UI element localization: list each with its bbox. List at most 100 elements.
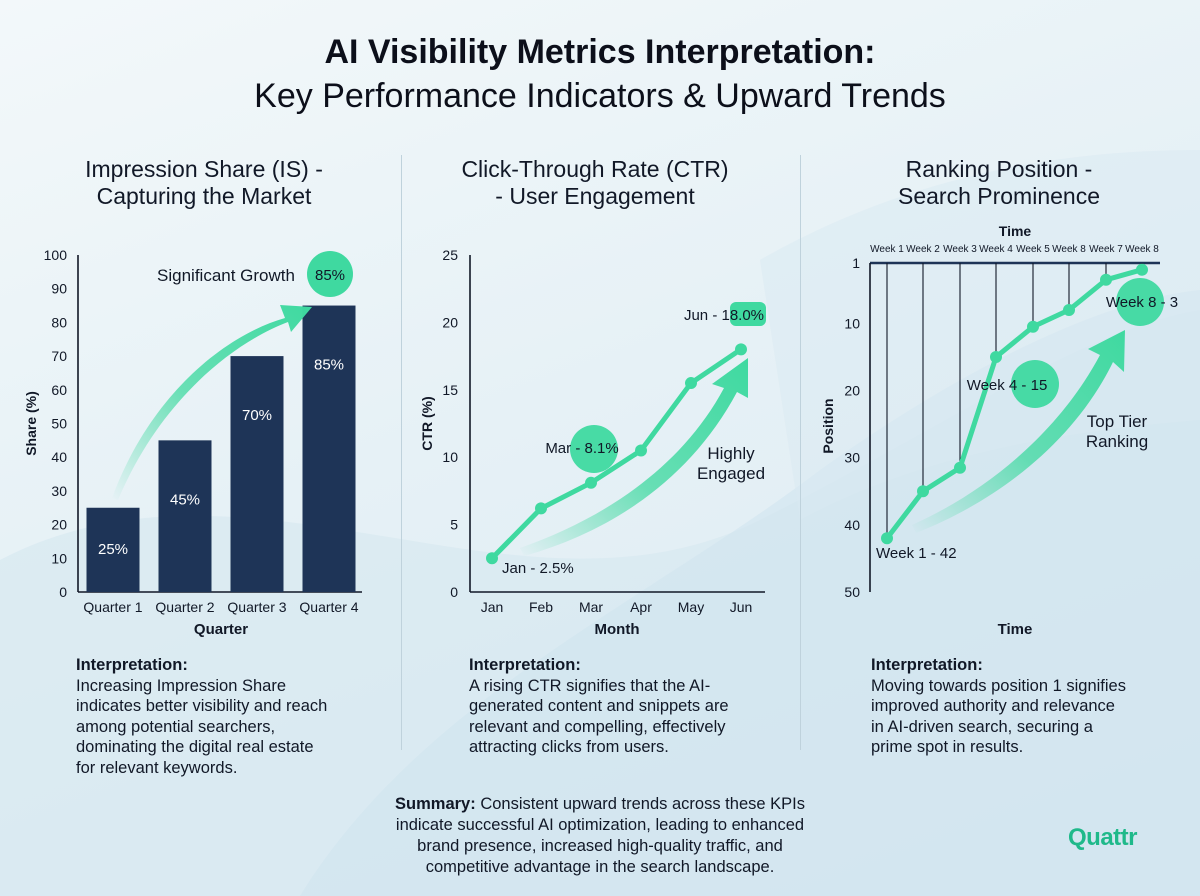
summary-line-2: indicate successful AI optimization, lea… [395,816,805,834]
x-tick-label: Apr [630,599,652,615]
bar [230,356,284,592]
top-axis-tick-label: Week 4 [979,244,1013,255]
summary: Summary: Consistent upward trends across… [340,794,860,878]
data-point [1027,320,1039,333]
interpretation-line: among potential searchers, [76,717,276,736]
y-tick-label: 15 [442,382,458,398]
data-point [917,485,929,498]
y-tick-label: 60 [51,382,67,398]
data-point [990,351,1002,363]
y-tick-label: 5 [450,517,458,533]
annotation-line: Highly [707,444,755,463]
x-tick-label: Feb [529,599,553,615]
interpretation-line: indicates better visibility and reach [76,697,328,715]
ranking-series-line [884,267,1145,541]
data-point [1136,263,1148,276]
data-point [535,502,547,515]
y-tick-label: 100 [44,247,68,263]
top-axis-tick-label: Week 3 [943,244,977,255]
bar-data-label: 25% [98,541,128,558]
bar-data-label: 45% [170,491,200,508]
y-tick-label: 20 [844,383,860,399]
interpretation-line: A rising CTR signifies that the AI- [469,676,711,695]
interpretation-line: prime spot in results. [871,738,1024,756]
y-tick-label: 50 [51,416,67,432]
page-title: AI Visibility Metrics Interpretation: Ke… [0,30,1200,118]
highlight-badge [307,251,353,297]
highlight-badge-label: 85% [315,267,345,284]
bar [302,305,356,592]
x-axis-title: Time [998,621,1033,638]
y-axis-title: Position [820,398,836,453]
interpretation-line: in AI-driven search, securing a [871,717,1093,736]
x-tick-label: Jun [730,599,753,615]
top-axis-tick-label: Week 8 [1052,244,1086,255]
y-tick-label: 10 [51,550,67,566]
y-tick-label: 20 [51,517,67,533]
top-axis-tick-label: Week 5 [1016,244,1050,255]
bar-data-label: 85% [314,357,344,374]
x-tick-label: May [678,599,704,615]
interpretation-line: for relevant keywords. [76,758,238,777]
x-tick-label: Quarter 4 [299,599,358,615]
quattr-logo: Quattr [1068,824,1138,851]
point-label: Week 1 - 42 [876,545,957,562]
point-label: Jan - 2.5% [502,560,574,577]
ctr-line-chart: 0 5 10 15 20 25 CTR (%) Jan Feb Mar Apr May Jun Month… [419,247,766,638]
panel-title-ranking: Ranking Position - Search Prominence [799,156,1199,210]
top-axis-tick-label: Week 8 [1125,244,1159,255]
y-tick-label: 20 [442,314,458,330]
data-point [881,532,893,545]
engagement-arrow [520,358,748,556]
y-tick-label: 0 [450,584,458,600]
bar [158,440,212,592]
data-point [1100,273,1112,286]
data-point [585,476,597,489]
point-label: Jun - 18.0% [684,307,764,324]
annotation-line: Top Tier [1087,412,1148,431]
y-axis-title: CTR (%) [419,396,435,450]
y-tick-label: 40 [51,449,67,465]
y-tick-label: 80 [51,314,67,330]
data-point [735,343,747,356]
panel-title-impression-share: Impression Share (IS) - Capturing the Ma… [4,156,404,210]
y-tick-label: 1 [852,255,860,271]
x-tick-label: Quarter 1 [83,599,142,615]
interpretation-line: dominating the digital real estate [76,738,314,756]
y-tick-label: 50 [844,584,860,600]
y-tick-label: 25 [442,247,458,263]
y-tick-label: 30 [51,483,67,499]
page-title-line1: AI Visibility Metrics Interpretation: [324,33,876,71]
summary-label: Summary: [395,795,476,813]
interpretation-ctr: Interpretation: A rising CTR signifies t… [469,655,769,758]
panel-title-line2: Search Prominence [898,183,1100,209]
interpretation-impression-share: Interpretation: Increasing Impression Sh… [76,655,376,778]
panel-title-line2: - User Engagement [495,183,695,209]
y-tick-label: 30 [844,450,860,466]
top-axis-tick-label: Week 2 [906,244,940,255]
data-point [954,461,966,474]
point-label: Mar - 8.1% [545,440,618,457]
highlight-badge [1011,360,1059,408]
x-axis-title: Quarter [194,621,248,638]
highlight-badge [730,302,766,326]
summary-text: Consistent upward trends across these KP… [480,795,805,813]
highlight-badge [1116,278,1164,326]
interpretation-ranking: Interpretation: Moving towards position … [871,655,1171,758]
annotation-line: Engaged [697,464,765,483]
y-tick-label: 70 [51,348,67,364]
page-title-line2: Key Performance Indicators & Upward Tren… [254,77,946,115]
y-tick-label: 40 [844,517,860,533]
panel-title-ctr: Click-Through Rate (CTR) - User Engageme… [395,156,795,210]
interpretation-line: Moving towards position 1 signifies [871,676,1126,695]
data-point [486,552,498,565]
data-point [635,444,647,457]
interpretation-line: generated content and snippets are [469,697,729,715]
interpretation-heading: Interpretation: [469,656,581,674]
top-axis-tick-label: Week 7 [1089,244,1123,255]
data-point [685,377,697,390]
ctr-series-line [489,346,744,561]
panel-title-line1: Impression Share (IS) - [85,156,323,182]
